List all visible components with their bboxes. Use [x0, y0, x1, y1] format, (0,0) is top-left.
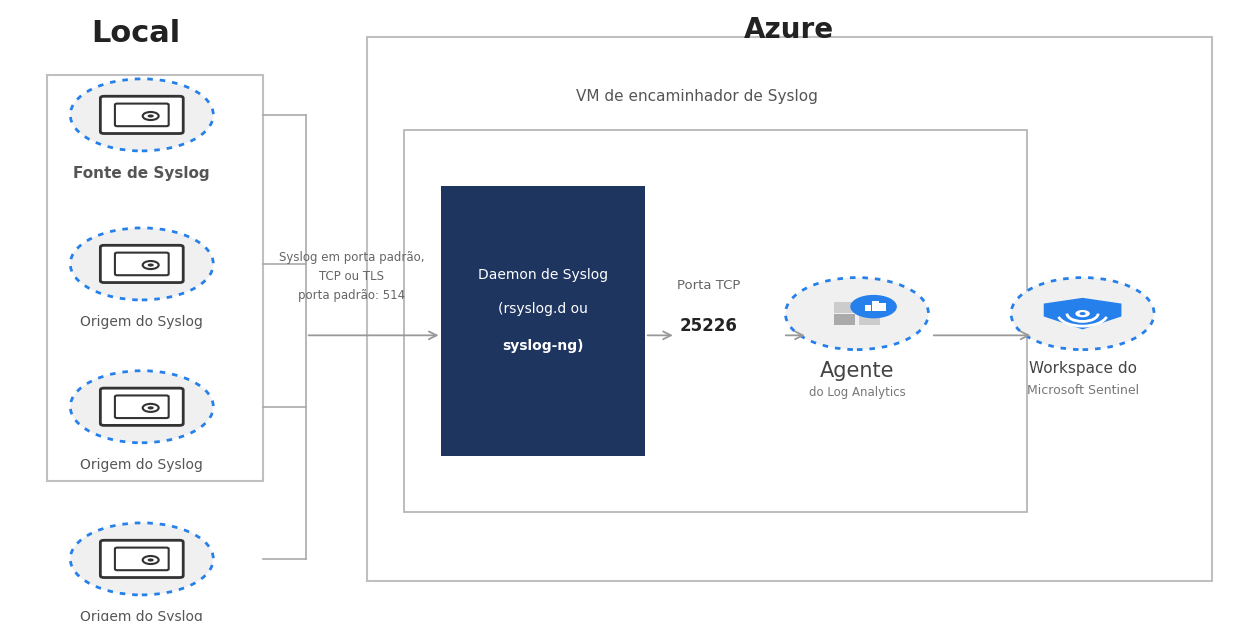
Text: Fonte de Syslog: Fonte de Syslog	[74, 166, 210, 181]
Text: (rsyslog.d ou: (rsyslog.d ou	[498, 302, 588, 316]
Circle shape	[851, 295, 896, 319]
Text: Origem do Syslog: Origem do Syslog	[80, 315, 203, 330]
Circle shape	[70, 228, 213, 300]
Text: Workspace do: Workspace do	[1028, 361, 1137, 376]
Bar	[835, 302, 856, 313]
Bar	[367, 37, 1212, 581]
Bar	[858, 302, 879, 313]
Circle shape	[1075, 310, 1090, 317]
Text: VM de encaminhador de Syslog: VM de encaminhador de Syslog	[576, 89, 817, 104]
Text: Azure: Azure	[743, 16, 835, 43]
Text: Agente: Agente	[820, 361, 894, 381]
Circle shape	[148, 406, 154, 409]
Text: syslog-ng): syslog-ng)	[502, 339, 584, 353]
Bar	[441, 186, 645, 456]
Bar	[873, 301, 879, 311]
Circle shape	[1079, 312, 1086, 315]
Text: 25226: 25226	[681, 317, 737, 335]
FancyBboxPatch shape	[100, 388, 184, 425]
Text: Porta TCP: Porta TCP	[677, 279, 741, 292]
Text: do Log Analytics: do Log Analytics	[809, 386, 905, 399]
Circle shape	[785, 278, 928, 350]
Circle shape	[148, 114, 154, 117]
FancyBboxPatch shape	[100, 540, 184, 578]
Circle shape	[1011, 278, 1154, 350]
Text: Origem do Syslog: Origem do Syslog	[80, 610, 203, 621]
Bar	[879, 303, 887, 311]
Text: Daemon de Syslog: Daemon de Syslog	[478, 268, 608, 282]
Polygon shape	[1043, 298, 1122, 329]
Bar	[864, 305, 872, 311]
Circle shape	[70, 371, 213, 443]
Text: Syslog em porta padrão,
TCP ou TLS
porta padrão: 514: Syslog em porta padrão, TCP ou TLS porta…	[279, 251, 424, 302]
FancyBboxPatch shape	[100, 245, 184, 283]
FancyBboxPatch shape	[100, 96, 184, 134]
Circle shape	[70, 523, 213, 595]
Bar	[404, 130, 1027, 512]
Text: Microsoft Sentinel: Microsoft Sentinel	[1027, 384, 1138, 397]
Bar	[835, 314, 856, 325]
Bar	[858, 314, 879, 325]
Circle shape	[70, 79, 213, 151]
Text: Local: Local	[91, 19, 180, 48]
Circle shape	[148, 558, 154, 561]
Text: Origem do Syslog: Origem do Syslog	[80, 458, 203, 473]
Bar	[47, 75, 263, 481]
Circle shape	[148, 263, 154, 266]
